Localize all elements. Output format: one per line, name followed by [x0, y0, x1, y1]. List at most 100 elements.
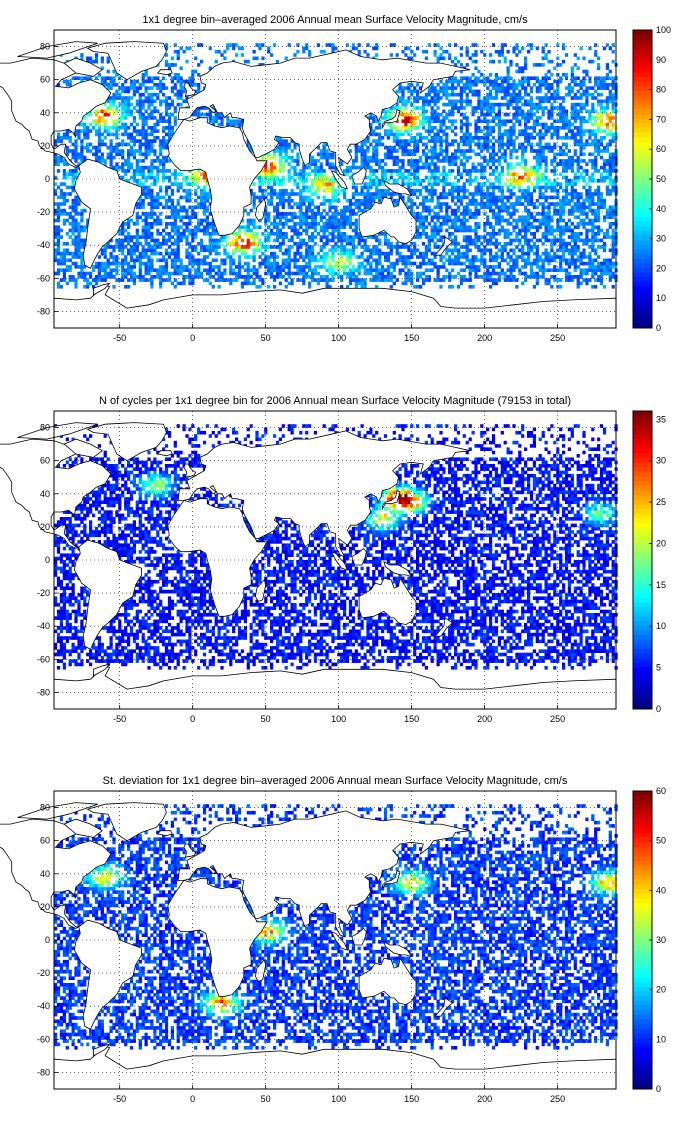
heatmap-cell — [602, 235, 607, 239]
heatmap-cell — [404, 258, 408, 263]
heatmap-cell — [150, 159, 154, 163]
heatmap-cell — [270, 261, 274, 266]
heatmap-cell — [573, 258, 577, 263]
heatmap-cell — [591, 139, 595, 143]
heatmap-cell — [147, 268, 151, 273]
heatmap-cell — [71, 225, 75, 230]
heatmap-cell — [343, 215, 347, 220]
heatmap-cell — [71, 142, 75, 147]
heatmap-cell — [363, 258, 367, 263]
heatmap-cell — [465, 179, 469, 183]
heatmap-cell — [477, 258, 481, 263]
heatmap-cell — [381, 182, 385, 186]
heatmap-cell — [109, 159, 113, 163]
heatmap-cell — [599, 271, 604, 276]
heatmap-cell — [264, 261, 268, 266]
heatmap-cell — [500, 251, 504, 256]
heatmap-cell — [424, 278, 429, 282]
heatmap-cell — [436, 152, 440, 157]
heatmap-cell — [270, 192, 274, 196]
heatmap-cell — [465, 255, 469, 259]
heatmap-cell — [389, 195, 393, 200]
heatmap-cell — [456, 192, 461, 196]
heatmap-cell — [430, 149, 434, 153]
heatmap-cell — [162, 255, 166, 259]
heatmap-cell — [442, 265, 446, 269]
heatmap-cell — [529, 182, 534, 186]
heatmap-cell — [264, 215, 268, 220]
heatmap-cell — [360, 149, 364, 153]
heatmap-cell — [383, 162, 388, 167]
heatmap-cell — [375, 119, 379, 124]
heatmap-cell — [404, 255, 408, 259]
heatmap-cell — [121, 122, 125, 127]
heatmap-cell — [115, 145, 119, 150]
heatmap-cell — [176, 215, 180, 220]
heatmap-cell — [471, 198, 475, 203]
heatmap-cell — [597, 255, 601, 259]
heatmap-cell — [162, 126, 166, 130]
heatmap-cell — [527, 185, 531, 190]
heatmap-cell — [334, 212, 338, 216]
heatmap-cell — [594, 162, 598, 167]
heatmap-cell — [375, 261, 379, 266]
heatmap-cell — [267, 238, 271, 243]
heatmap-cell — [147, 235, 151, 239]
heatmap-cell — [273, 175, 277, 180]
heatmap-cell — [348, 278, 353, 282]
heatmap-cell — [156, 202, 160, 206]
heatmap-cell — [147, 225, 151, 230]
heatmap-cell — [278, 139, 283, 143]
heatmap-cell — [369, 182, 373, 186]
heatmap-cell — [442, 129, 446, 133]
heatmap-cell — [275, 255, 280, 259]
heatmap-cell — [173, 268, 177, 273]
heatmap-cell — [383, 238, 388, 243]
heatmap-cell — [345, 165, 350, 170]
heatmap-cell — [383, 241, 388, 246]
heatmap-cell — [602, 205, 607, 210]
heatmap-cell — [424, 235, 429, 239]
heatmap-cell — [386, 129, 391, 133]
heatmap-cell — [296, 271, 300, 276]
heatmap-cell — [200, 248, 204, 253]
heatmap-cell — [386, 238, 391, 243]
heatmap-cell — [308, 258, 312, 263]
heatmap-cell — [389, 271, 393, 276]
heatmap-cell — [576, 162, 580, 167]
heatmap-cell — [319, 258, 323, 263]
heatmap-cell — [468, 228, 472, 233]
heatmap-cell — [413, 215, 417, 220]
heatmap-cell — [159, 268, 163, 273]
heatmap-cell — [442, 278, 446, 282]
heatmap-cell — [340, 251, 344, 256]
heatmap-cell — [74, 142, 78, 147]
heatmap-cell — [287, 205, 291, 210]
heatmap-cell — [608, 235, 612, 239]
heatmap-cell — [436, 175, 440, 180]
heatmap-cell — [454, 182, 458, 186]
heatmap-cell — [159, 232, 163, 236]
heatmap-cell — [521, 222, 525, 226]
heatmap-cell — [559, 241, 563, 246]
heatmap-cell — [398, 268, 402, 273]
heatmap-cell — [474, 235, 478, 239]
heatmap-cell — [343, 265, 347, 269]
heatmap-cell — [290, 198, 294, 203]
heatmap-cell — [316, 232, 321, 236]
heatmap-cell — [287, 261, 291, 266]
heatmap-cell — [343, 169, 347, 173]
heatmap-cell — [582, 169, 586, 173]
heatmap-cell — [491, 145, 496, 150]
heatmap-cell — [433, 116, 437, 120]
heatmap-cell — [176, 202, 180, 206]
heatmap-cell — [252, 192, 256, 196]
heatmap-cell — [375, 248, 379, 253]
heatmap-cell — [121, 271, 125, 276]
heatmap-cell — [597, 139, 601, 143]
heatmap-cell — [459, 202, 464, 206]
heatmap-cell — [249, 228, 253, 233]
heatmap-cell — [454, 119, 458, 124]
heatmap-cell — [287, 145, 291, 150]
heatmap-cell — [124, 126, 128, 130]
